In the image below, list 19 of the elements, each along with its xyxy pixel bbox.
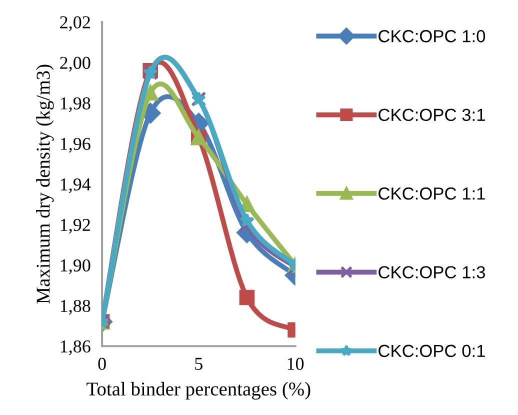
y-tick-label: 1,88 — [60, 300, 90, 315]
y-tick-label: 1,86 — [60, 340, 90, 356]
x-tick-label: 10 — [288, 358, 304, 370]
legend-label: CKC:OPC 1:1 — [378, 187, 485, 200]
x-tick-label: 0 — [98, 358, 106, 370]
y-tick-label: 1,92 — [60, 218, 90, 234]
legend-label: CKC:OPC 1:0 — [378, 30, 486, 42]
y-axis-title: Maximum dry density (kg/m3) — [36, 64, 54, 304]
legend-label: CKC:OPC 3:1 — [378, 108, 485, 122]
legend-label: CKC:OPC 0:1 — [378, 344, 485, 358]
y-tick-label: 1,90 — [60, 259, 90, 274]
y-tick-label: 2,02 — [60, 16, 90, 32]
y-tick-label: 1,96 — [60, 138, 90, 153]
legend-label: CKC:OPC 1:3 — [378, 266, 485, 278]
y-tick-label: 1,94 — [60, 178, 91, 194]
x-axis-title: Total binder percentages (%) — [86, 382, 310, 400]
y-tick-label: 1,98 — [60, 97, 90, 112]
x-tick-label: 5 — [195, 358, 202, 370]
y-tick-label: 2,00 — [60, 56, 90, 72]
